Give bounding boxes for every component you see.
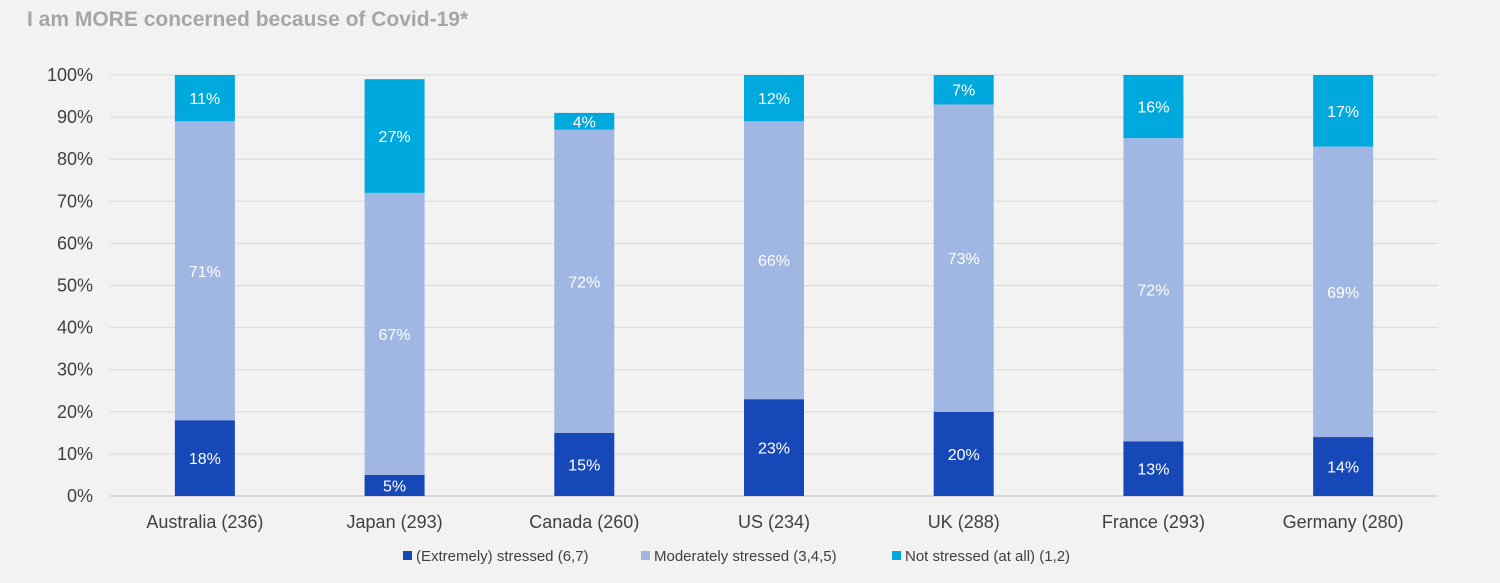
y-tick-label: 50% xyxy=(57,276,93,296)
y-tick-label: 10% xyxy=(57,444,93,464)
data-label: 13% xyxy=(1137,462,1169,479)
bar-segment xyxy=(1313,146,1374,438)
bar-segment xyxy=(554,129,615,433)
data-label: 12% xyxy=(758,91,790,108)
data-label: 17% xyxy=(1327,104,1359,121)
data-label: 5% xyxy=(383,478,406,495)
data-label: 15% xyxy=(568,457,600,474)
legend-label: (Extremely) stressed (6,7) xyxy=(416,548,589,565)
x-category-label: Germany (280) xyxy=(1283,512,1404,532)
x-category-label: Japan (293) xyxy=(347,512,443,532)
data-label: 4% xyxy=(573,114,596,131)
bar-segment xyxy=(174,420,235,496)
y-tick-label: 90% xyxy=(57,107,93,127)
bar-segment xyxy=(364,192,425,475)
x-category-label: UK (288) xyxy=(928,512,1000,532)
bar-segment xyxy=(933,104,994,412)
data-label: 71% xyxy=(189,264,221,281)
bar-segment xyxy=(1123,441,1184,496)
x-category-label: Canada (260) xyxy=(529,512,639,532)
data-label: 73% xyxy=(948,251,980,268)
bar-segment xyxy=(744,75,804,122)
data-label: 7% xyxy=(952,83,975,100)
data-label: 69% xyxy=(1327,285,1359,302)
chart-title: I am MORE concerned because of Covid-19* xyxy=(27,8,469,31)
data-label: 66% xyxy=(758,253,790,270)
y-tick-label: 30% xyxy=(57,360,93,380)
bar-segment xyxy=(364,79,425,193)
bar-segment xyxy=(554,432,615,496)
data-label: 14% xyxy=(1327,460,1359,477)
data-label: 18% xyxy=(189,451,221,468)
data-label: 72% xyxy=(568,274,600,291)
data-label: 67% xyxy=(379,327,411,344)
y-tick-label: 20% xyxy=(57,402,93,422)
bar-segment xyxy=(1123,138,1184,442)
legend-swatch xyxy=(892,551,901,560)
y-tick-label: 80% xyxy=(57,149,93,169)
y-tick-label: 70% xyxy=(57,191,93,211)
data-label: 27% xyxy=(379,129,411,146)
bar-segment xyxy=(364,474,425,496)
bar-segment xyxy=(744,399,804,496)
y-tick-label: 0% xyxy=(67,486,93,506)
data-label: 11% xyxy=(189,91,220,108)
bar-segment xyxy=(744,121,804,400)
x-category-label: US (234) xyxy=(738,512,810,532)
x-category-label: Australia (236) xyxy=(146,512,263,532)
bar-segment xyxy=(933,411,994,496)
bar-segment xyxy=(174,75,235,122)
legend-swatch xyxy=(641,551,650,560)
y-tick-label: 40% xyxy=(57,318,93,338)
legend-label: Not stressed (at all) (1,2) xyxy=(905,548,1070,565)
bar-segment xyxy=(933,75,994,105)
bar-segment xyxy=(554,112,615,130)
y-tick-label: 100% xyxy=(47,65,93,85)
bar-segment xyxy=(1313,75,1374,147)
y-tick-label: 60% xyxy=(57,233,93,253)
legend-label: Moderately stressed (3,4,5) xyxy=(654,548,837,565)
data-label: 23% xyxy=(758,441,790,458)
data-label: 20% xyxy=(948,447,980,464)
bar-segment xyxy=(174,121,235,421)
bar-segment xyxy=(1313,437,1374,496)
data-label: 72% xyxy=(1137,283,1169,300)
bar-segment xyxy=(1123,75,1184,139)
x-category-label: France (293) xyxy=(1102,512,1205,532)
legend-swatch xyxy=(403,551,412,560)
data-label: 16% xyxy=(1137,100,1169,117)
